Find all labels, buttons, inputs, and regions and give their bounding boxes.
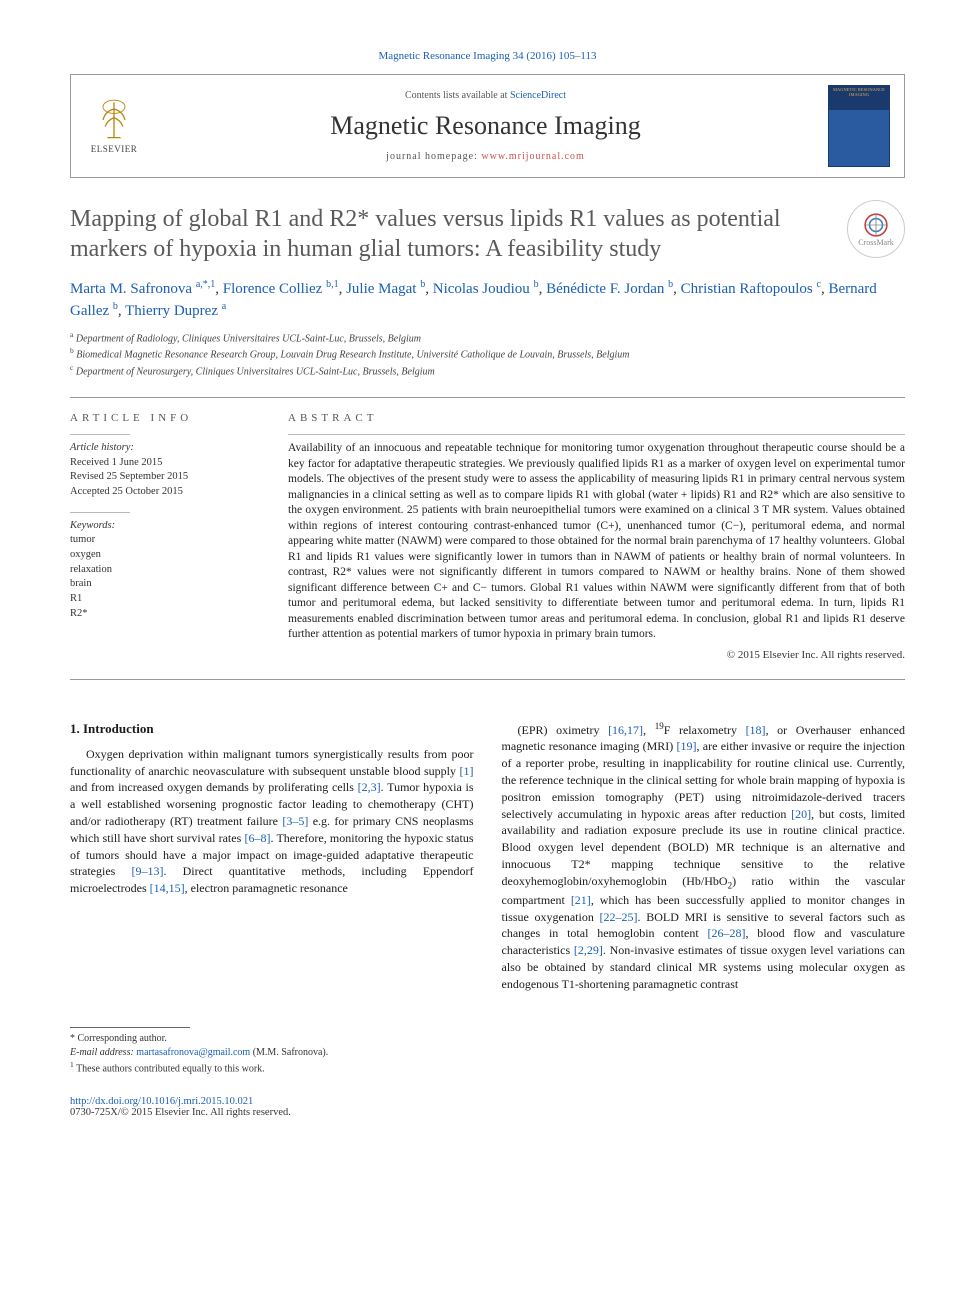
email-owner: (M.M. Safronova). [250, 1047, 328, 1058]
sciencedirect-link[interactable]: ScienceDirect [510, 90, 566, 101]
author-affil-sup: b,1 [326, 279, 339, 290]
info-rule-1 [70, 434, 130, 435]
ref-link[interactable]: [9–13] [131, 864, 163, 878]
author-affil-sup: a [222, 301, 226, 312]
kw-5: R2* [70, 607, 260, 622]
journal-header: ELSEVIER Contents lists available at Sci… [70, 74, 905, 178]
running-citation: Magnetic Resonance Imaging 34 (2016) 105… [70, 50, 905, 62]
author-affil-sup: b [534, 279, 539, 290]
elsevier-logo: ELSEVIER [85, 92, 143, 160]
ref-link[interactable]: [19] [677, 739, 697, 753]
body-col-right: (EPR) oximetry [16,17], 19F relaxometry … [502, 720, 906, 1077]
kw-3: brain [70, 577, 260, 592]
history-revised: Revised 25 September 2015 [70, 470, 260, 485]
email-line: E-mail address: martasafronova@gmail.com… [70, 1046, 474, 1060]
cover-label: MAGNETIC RESONANCE IMAGING [831, 88, 887, 98]
email-label: E-mail address: [70, 1047, 136, 1058]
history-accepted: Accepted 25 October 2015 [70, 485, 260, 500]
note1-text: These authors contributed equally to thi… [76, 1063, 265, 1074]
kw-0: tumor [70, 533, 260, 548]
abstract-column: ABSTRACT Availability of an innocuous an… [288, 412, 905, 661]
journal-cover-thumb: MAGNETIC RESONANCE IMAGING [828, 85, 890, 167]
elsevier-label: ELSEVIER [91, 144, 138, 154]
footnote-rule [70, 1027, 190, 1028]
kw-2: relaxation [70, 563, 260, 578]
author-link[interactable]: Marta M. Safronova [70, 281, 196, 297]
author-link[interactable]: Florence Colliez [223, 281, 326, 297]
contents-text: Contents lists available at [405, 90, 510, 101]
intro-para-2: (EPR) oximetry [16,17], 19F relaxometry … [502, 720, 906, 993]
ref-link[interactable]: [14,15] [150, 881, 185, 895]
rule-bottom [70, 679, 905, 680]
kw-1: oxygen [70, 548, 260, 563]
ref-link[interactable]: [16,17] [608, 723, 643, 737]
keywords-block: Keywords: tumor oxygen relaxation brain … [70, 519, 260, 622]
crossmark-icon [863, 212, 889, 238]
journal-name: Magnetic Resonance Imaging [143, 111, 828, 141]
author-link[interactable]: Nicolas Joudiou [433, 281, 534, 297]
homepage-label: journal homepage: [386, 151, 481, 162]
crossmark-label: CrossMark [858, 238, 894, 247]
history-received: Received 1 June 2015 [70, 456, 260, 471]
citation-link[interactable]: Magnetic Resonance Imaging 34 (2016) 105… [378, 50, 596, 62]
affiliation-line: b Biomedical Magnetic Resonance Research… [70, 346, 905, 362]
author-affil-sup: a,*,1 [196, 279, 215, 290]
ref-link[interactable]: [2,3] [358, 780, 381, 794]
ref-link[interactable]: [2,29] [574, 943, 603, 957]
author-link[interactable]: Bénédicte F. Jordan [546, 281, 668, 297]
journal-homepage: journal homepage: www.mrijournal.com [143, 151, 828, 162]
article-info-heading: ARTICLE INFO [70, 412, 260, 424]
email-link[interactable]: martasafronova@gmail.com [136, 1047, 250, 1058]
keywords-label: Keywords: [70, 519, 260, 534]
ref-link[interactable]: [18] [746, 723, 766, 737]
history-label: Article history: [70, 441, 260, 456]
article-info-column: ARTICLE INFO Article history: Received 1… [70, 412, 260, 661]
info-rule-2 [70, 512, 130, 513]
intro-para-1: Oxygen deprivation within malignant tumo… [70, 746, 474, 897]
corresponding-note: * Corresponding author. [70, 1032, 474, 1046]
abstract-rule [288, 434, 905, 435]
doi-link[interactable]: http://dx.doi.org/10.1016/j.mri.2015.10.… [70, 1096, 253, 1107]
author-link[interactable]: Julie Magat [346, 281, 420, 297]
author-affil-sup: b [420, 279, 425, 290]
ref-link[interactable]: [3–5] [282, 814, 308, 828]
authors: Marta M. Safronova a,*,1, Florence Colli… [70, 278, 905, 322]
affiliation-line: c Department of Neurosurgery, Cliniques … [70, 363, 905, 379]
corresponding-footer: * Corresponding author. E-mail address: … [70, 1027, 474, 1076]
author-link[interactable]: Christian Raftopoulos [681, 281, 817, 297]
homepage-link[interactable]: www.mrijournal.com [481, 151, 584, 162]
abstract-copyright: © 2015 Elsevier Inc. All rights reserved… [288, 649, 905, 661]
article-title: Mapping of global R1 and R2* values vers… [70, 204, 790, 264]
introduction-heading: 1. Introduction [70, 720, 474, 738]
body-col-left: 1. Introduction Oxygen deprivation withi… [70, 720, 474, 1077]
kw-4: R1 [70, 592, 260, 607]
abstract-text: Availability of an innocuous and repeata… [288, 441, 905, 643]
author-affil-sup: b [668, 279, 673, 290]
ref-link[interactable]: [22–25] [600, 910, 638, 924]
ref-link[interactable]: [6–8] [244, 831, 270, 845]
author-affil-sup: b [113, 301, 118, 312]
rule-top [70, 397, 905, 398]
body-columns: 1. Introduction Oxygen deprivation withi… [70, 720, 905, 1077]
author-link[interactable]: Thierry Duprez [125, 303, 222, 319]
abstract-heading: ABSTRACT [288, 412, 905, 424]
affiliations: a Department of Radiology, Cliniques Uni… [70, 330, 905, 379]
article-history: Article history: Received 1 June 2015 Re… [70, 441, 260, 500]
crossmark-badge[interactable]: CrossMark [847, 200, 905, 258]
ref-link[interactable]: [26–28] [707, 926, 745, 940]
elsevier-tree-icon [92, 98, 136, 142]
issn-line: 0730-725X/© 2015 Elsevier Inc. All right… [70, 1107, 291, 1118]
ref-link[interactable]: [20] [791, 807, 811, 821]
equal-contrib-note: 1 These authors contributed equally to t… [70, 1060, 474, 1076]
affiliation-line: a Department of Radiology, Cliniques Uni… [70, 330, 905, 346]
ref-link[interactable]: [1] [460, 764, 474, 778]
author-affil-sup: c [817, 279, 821, 290]
ref-link[interactable]: [21] [571, 893, 591, 907]
doi-block: http://dx.doi.org/10.1016/j.mri.2015.10.… [70, 1096, 905, 1118]
contents-available: Contents lists available at ScienceDirec… [143, 90, 828, 101]
